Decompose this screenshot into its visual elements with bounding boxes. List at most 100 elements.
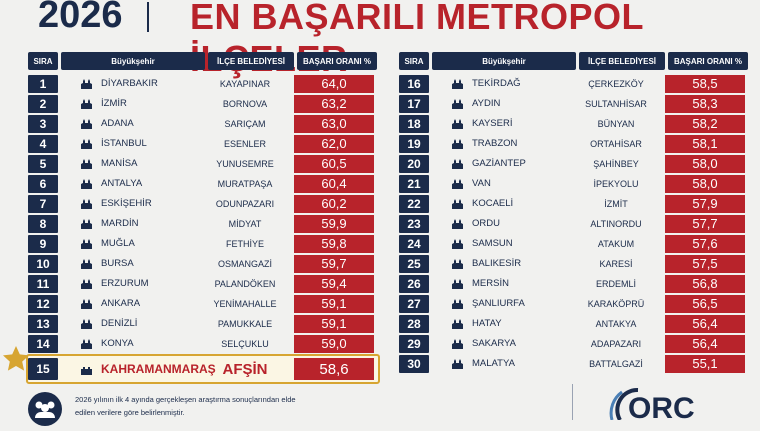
rank-cell: 25	[399, 254, 429, 273]
rank-cell: 19	[399, 134, 429, 153]
score-cell: 59,1	[294, 294, 374, 313]
district-cell: ERDEMLİ	[595, 278, 636, 289]
table-row: 22 KOCAELİ İZMİT 57,9	[399, 194, 751, 213]
city-cell: İZMİR	[58, 98, 202, 109]
city-name: KAYSERİ	[472, 118, 513, 129]
score-cell: 57,5	[665, 254, 745, 273]
rank-cell: 14	[28, 334, 58, 353]
landmark-icon	[80, 218, 93, 229]
score-cell: 56,4	[665, 334, 745, 353]
city-name: İZMİR	[101, 98, 127, 109]
table-row: 11 ERZURUM PALANDÖKEN 59,4	[28, 274, 380, 293]
city-cell: MERSİN	[429, 278, 573, 289]
table-row: 26 MERSİN ERDEMLİ 56,8	[399, 274, 751, 293]
rank-cell: 26	[399, 274, 429, 293]
score-cell: 57,7	[665, 214, 745, 233]
city-cell: ORDU	[429, 218, 573, 229]
district-cell: BORNOVA	[222, 98, 268, 109]
city-name: ORDU	[472, 218, 500, 229]
score-cell: 58,0	[665, 154, 745, 173]
score-cell: 60,2	[294, 194, 374, 213]
district-cell: MURATPAŞA	[217, 178, 273, 189]
landmark-icon	[80, 278, 93, 289]
landmark-icon	[451, 218, 464, 229]
landmark-icon	[80, 178, 93, 189]
district-cell: YUNUSEMRE	[216, 158, 274, 169]
city-cell: KAHRAMANMARAŞ	[58, 362, 216, 376]
rank-cell: 7	[28, 194, 58, 213]
rank-cell: 20	[399, 154, 429, 173]
rank-cell: 1	[28, 74, 58, 93]
table-row: 20 GAZİANTEP ŞAHİNBEY 58,0	[399, 154, 751, 173]
city-name: ANTALYA	[101, 178, 143, 189]
header-score: BAŞARI ORANI %	[668, 52, 748, 70]
year-label: 2026	[38, 0, 123, 36]
ranking-table-left: SIRA Büyükşehir İLÇE BELEDİYESİ BAŞARI O…	[26, 52, 380, 385]
score-cell: 57,9	[665, 194, 745, 213]
score-cell: 58,0	[665, 174, 745, 193]
table-header: SIRA Büyükşehir İLÇE BELEDİYESİ BAŞARI O…	[28, 52, 380, 70]
landmark-icon	[451, 298, 464, 309]
city-cell: ŞANLIURFA	[429, 298, 573, 309]
landmark-icon	[451, 278, 464, 289]
logo-icon	[598, 380, 708, 421]
rank-cell: 28	[399, 314, 429, 333]
score-cell: 58,1	[665, 134, 745, 153]
score-cell: 63,0	[294, 114, 374, 133]
logo-text: ORC	[628, 392, 695, 425]
rank-cell: 15	[28, 358, 58, 380]
city-cell: HATAY	[429, 318, 573, 329]
city-cell: MARDİN	[58, 218, 202, 229]
landmark-icon	[80, 238, 93, 249]
rank-cell: 5	[28, 154, 58, 173]
landmark-icon	[451, 358, 464, 369]
city-cell: ANKARA	[58, 298, 202, 309]
city-cell: TRABZON	[429, 138, 573, 149]
table-row: 18 KAYSERİ BÜNYAN 58,2	[399, 114, 751, 133]
table-row: 21 VAN İPEKYOLU 58,0	[399, 174, 751, 193]
rank-cell: 29	[399, 334, 429, 353]
header-district: İLÇE BELEDİYESİ	[579, 52, 665, 70]
city-name: DENİZLİ	[101, 318, 138, 329]
table-body: 1 DİYARBAKIR KAYAPINAR 64,0 2 İZMİR BORNOVA 63,…	[28, 74, 380, 353]
score-cell: 59,8	[294, 234, 374, 253]
table-row: 12 ANKARA YENİMAHALLE 59,1	[28, 294, 380, 313]
city-cell: BURSA	[58, 258, 202, 269]
score-cell: 62,0	[294, 134, 374, 153]
table-row: 29 SAKARYA ADAPAZARI 56,4	[399, 334, 751, 353]
table-row: 28 HATAY ANTAKYA 56,4	[399, 314, 751, 333]
landmark-icon	[80, 258, 93, 269]
city-name: ERZURUM	[101, 278, 149, 289]
table-row: 14 KONYA SELÇUKLU 59,0	[28, 334, 380, 353]
landmark-icon	[451, 78, 464, 89]
rank-cell: 17	[399, 94, 429, 113]
header-city: Büyükşehir	[432, 52, 576, 70]
city-cell: MANİSA	[58, 158, 202, 169]
rank-cell: 27	[399, 294, 429, 313]
rank-cell: 6	[28, 174, 58, 193]
table-body: 16 TEKİRDAĞ ÇERKEZKÖY 58,5 17 AYDIN SULTANHİSA…	[399, 74, 751, 373]
table-row: 2 İZMİR BORNOVA 63,2	[28, 94, 380, 113]
score-cell: 56,5	[665, 294, 745, 313]
city-name: ESKİŞEHİR	[101, 198, 152, 209]
landmark-icon	[451, 98, 464, 109]
header-rank: SIRA	[28, 52, 58, 70]
landmark-icon	[451, 138, 464, 149]
ranking-table-right: SIRA Büyükşehir İLÇE BELEDİYESİ BAŞARI O…	[399, 52, 751, 374]
city-name: MERSİN	[472, 278, 509, 289]
city-name: KOCAELİ	[472, 198, 514, 209]
score-cell: 64,0	[294, 74, 374, 93]
district-cell: ÇERKEZKÖY	[588, 78, 644, 89]
city-name: MUĞLA	[101, 238, 135, 249]
city-cell: KONYA	[58, 338, 202, 349]
district-cell: SELÇUKLU	[221, 338, 269, 349]
city-name: AYDIN	[472, 98, 501, 109]
landmark-icon	[451, 318, 464, 329]
city-name: ŞANLIURFA	[472, 298, 525, 309]
landmark-icon	[80, 298, 93, 309]
table-row: 24 SAMSUN ATAKUM 57,6	[399, 234, 751, 253]
city-cell: DENİZLİ	[58, 318, 202, 329]
city-cell: SAMSUN	[429, 238, 573, 249]
city-cell: MUĞLA	[58, 238, 202, 249]
table-row: 23 ORDU ALTINORDU 57,7	[399, 214, 751, 233]
